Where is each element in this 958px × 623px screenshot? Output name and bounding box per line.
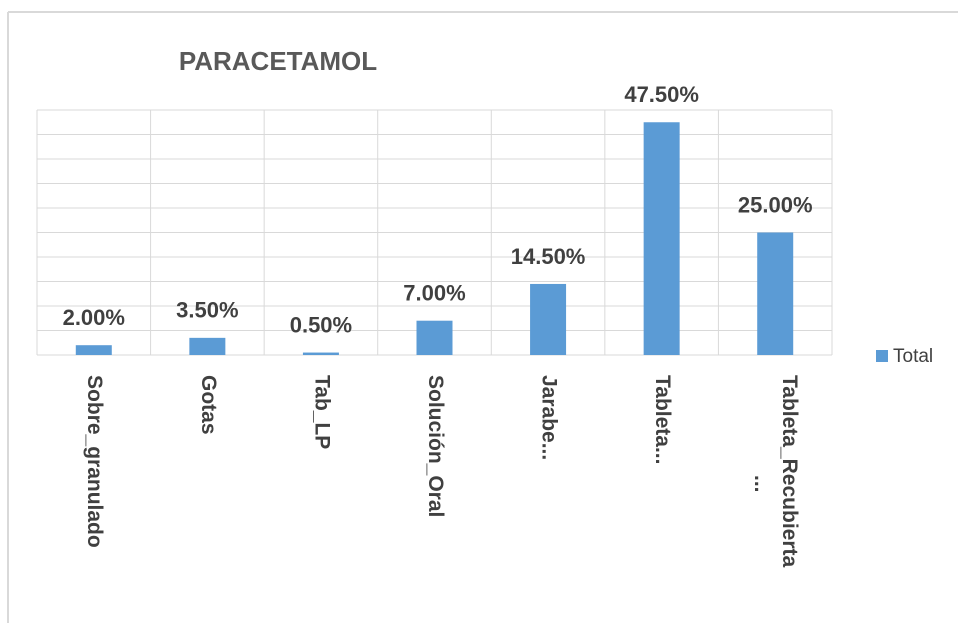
bar: [530, 283, 567, 355]
bar: [643, 122, 680, 355]
x-tick-label: Solución_Oral: [424, 375, 447, 517]
x-tick-label: Tab_LP: [310, 375, 333, 449]
x-tick-label: Gotas: [197, 375, 220, 435]
bar: [416, 320, 453, 355]
bar: [757, 232, 794, 355]
legend-label: Total: [893, 346, 933, 367]
bar: [302, 352, 339, 355]
data-label: 25.00%: [738, 192, 813, 217]
x-tick-label-line: ...: [751, 475, 774, 493]
data-label: 3.50%: [176, 298, 238, 323]
bar: [189, 337, 226, 355]
data-label: 0.50%: [290, 312, 352, 337]
bar: [75, 345, 112, 355]
data-label: 14.50%: [511, 244, 586, 269]
data-label: 2.00%: [63, 305, 125, 330]
chart-title: PARACETAMOL: [179, 46, 377, 76]
data-label: 47.50%: [624, 82, 699, 107]
x-tick-label: Tableta...: [651, 375, 674, 464]
x-tick-label: Jarabe...: [538, 375, 561, 460]
x-tick-label-line: Tableta_Recubierta: [779, 375, 802, 573]
data-label: 7.00%: [403, 281, 465, 306]
x-tick-label: Tableta_Recubierta ...: [751, 375, 802, 573]
legend-swatch: [876, 350, 888, 362]
x-tick-label: Sobre_granulado: [83, 375, 106, 548]
